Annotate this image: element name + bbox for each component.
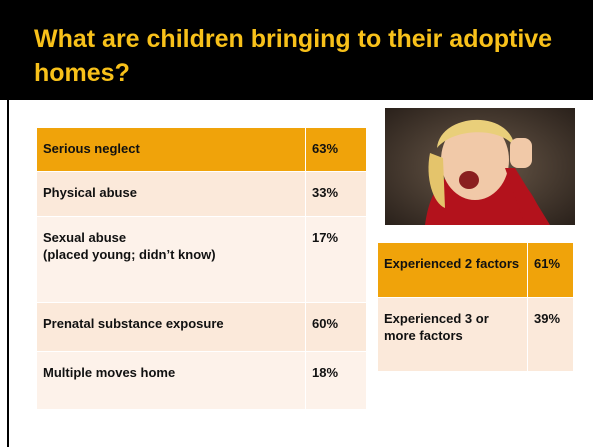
photo — [385, 108, 575, 225]
table-right: Experienced 2 factors 61% Experienced 3 or… — [378, 243, 573, 372]
header-band: What are children bringing to their adop… — [0, 0, 593, 100]
row-label: Serious neglect — [43, 141, 140, 156]
table-row: Experienced 3 or more factors 39% — [378, 298, 573, 372]
row-value: 17% — [305, 217, 366, 302]
table-row: Multiple moves home 18% — [37, 352, 366, 410]
title: What are children bringing to their adop… — [34, 25, 553, 87]
row-label: Physical abuse — [43, 185, 137, 200]
table-row: Prenatal substance exposure 60% — [37, 303, 366, 352]
row-value: 33% — [305, 172, 366, 216]
row-label: Multiple moves home — [43, 365, 176, 380]
left-edge — [7, 100, 9, 447]
row-label: Sexual abuse (placed young; didn’t know) — [43, 230, 216, 262]
row-label: Experienced 2 factors — [384, 256, 520, 271]
row-value: 63% — [305, 128, 366, 171]
table-row: Experienced 2 factors 61% — [378, 243, 573, 298]
row-value: 18% — [305, 352, 366, 409]
row-value: 39% — [527, 298, 573, 371]
table-row: Sexual abuse (placed young; didn’t know)… — [37, 217, 366, 303]
table-left: Serious neglect 63% Physical abuse 33% Sexua… — [37, 128, 366, 410]
row-value: 60% — [305, 303, 366, 351]
row-value: 61% — [527, 243, 573, 297]
row-label: Experienced 3 or more factors — [384, 311, 489, 343]
table-row: Physical abuse 33% — [37, 172, 366, 217]
row-label: Prenatal substance exposure — [43, 316, 224, 331]
table-row: Serious neglect 63% — [37, 128, 366, 172]
